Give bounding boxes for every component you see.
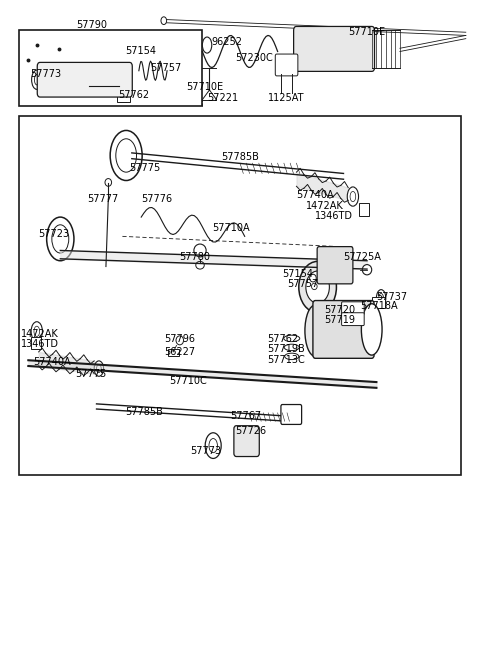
Bar — [19, 116, 461, 475]
Text: 57710C: 57710C — [169, 377, 207, 386]
Ellipse shape — [110, 130, 142, 181]
Text: 57710E: 57710E — [348, 28, 385, 37]
Ellipse shape — [209, 439, 217, 453]
Ellipse shape — [161, 17, 167, 24]
Bar — [19, 30, 203, 106]
Text: 57710E: 57710E — [186, 82, 223, 92]
Text: 1125AT: 1125AT — [268, 93, 305, 103]
Text: 57230C: 57230C — [235, 53, 273, 63]
Ellipse shape — [105, 179, 111, 186]
Ellipse shape — [45, 76, 49, 84]
Ellipse shape — [310, 274, 316, 282]
Text: 57719: 57719 — [324, 315, 356, 325]
Text: 1346TD: 1346TD — [21, 339, 59, 349]
Text: 57796: 57796 — [164, 334, 195, 344]
Ellipse shape — [31, 322, 42, 341]
FancyBboxPatch shape — [313, 301, 374, 358]
Ellipse shape — [35, 75, 39, 85]
Ellipse shape — [176, 336, 183, 345]
Ellipse shape — [43, 72, 51, 87]
Bar — [168, 348, 179, 356]
Text: 57775: 57775 — [130, 163, 161, 174]
Ellipse shape — [293, 417, 298, 424]
Text: 1472AK: 1472AK — [306, 200, 344, 210]
Text: 57740A: 57740A — [33, 357, 71, 367]
Ellipse shape — [284, 344, 299, 350]
Text: 57757: 57757 — [287, 279, 318, 289]
Text: 57723: 57723 — [38, 229, 69, 240]
FancyBboxPatch shape — [281, 405, 301, 424]
Ellipse shape — [52, 225, 69, 253]
Text: 57726: 57726 — [235, 426, 266, 436]
Ellipse shape — [194, 244, 206, 257]
Ellipse shape — [47, 217, 74, 261]
Text: 96252: 96252 — [212, 37, 243, 47]
Bar — [360, 203, 369, 215]
Ellipse shape — [281, 417, 286, 424]
Text: 57718A: 57718A — [360, 301, 397, 310]
Text: 57713C: 57713C — [267, 354, 305, 365]
Text: 57775: 57775 — [75, 369, 107, 379]
Ellipse shape — [350, 191, 356, 202]
FancyBboxPatch shape — [37, 62, 132, 97]
Text: 57773: 57773 — [31, 69, 62, 79]
Text: 57221: 57221 — [207, 93, 238, 103]
Ellipse shape — [285, 353, 299, 360]
Text: 57790: 57790 — [76, 20, 108, 29]
Ellipse shape — [347, 187, 359, 206]
Text: 57757: 57757 — [151, 62, 182, 73]
Text: 57767: 57767 — [230, 411, 262, 421]
Text: 56227: 56227 — [164, 347, 195, 357]
Ellipse shape — [361, 304, 382, 355]
Text: 57773: 57773 — [191, 446, 222, 456]
Bar — [117, 92, 130, 102]
Text: 57154: 57154 — [125, 47, 156, 56]
Text: 57710A: 57710A — [212, 223, 250, 233]
Text: 57762: 57762 — [267, 334, 298, 344]
Text: 57785B: 57785B — [125, 407, 163, 417]
Ellipse shape — [306, 271, 329, 303]
Text: 57737: 57737 — [376, 291, 408, 302]
Ellipse shape — [34, 326, 40, 337]
Bar — [372, 297, 385, 309]
FancyBboxPatch shape — [234, 426, 259, 457]
FancyBboxPatch shape — [294, 26, 374, 71]
Ellipse shape — [299, 261, 336, 312]
Text: 57780: 57780 — [179, 252, 210, 262]
Text: 57740A: 57740A — [297, 190, 334, 200]
Ellipse shape — [362, 265, 372, 275]
Ellipse shape — [203, 37, 212, 53]
FancyBboxPatch shape — [317, 247, 353, 284]
Text: 57785B: 57785B — [221, 152, 259, 162]
FancyBboxPatch shape — [342, 312, 364, 326]
Text: 57154: 57154 — [282, 269, 313, 279]
Text: 1346TD: 1346TD — [315, 211, 353, 221]
Text: 57777: 57777 — [87, 194, 119, 204]
Text: 57719B: 57719B — [267, 345, 305, 354]
Ellipse shape — [116, 139, 136, 172]
Ellipse shape — [96, 365, 101, 373]
Ellipse shape — [240, 432, 253, 450]
Text: 57762: 57762 — [118, 90, 149, 100]
Ellipse shape — [305, 305, 325, 356]
FancyBboxPatch shape — [275, 54, 298, 76]
Ellipse shape — [379, 293, 384, 303]
Ellipse shape — [284, 335, 300, 342]
Ellipse shape — [205, 433, 221, 458]
Text: 57725A: 57725A — [344, 252, 382, 262]
Text: 57720: 57720 — [324, 305, 356, 314]
Ellipse shape — [94, 361, 104, 376]
Ellipse shape — [118, 77, 129, 94]
Ellipse shape — [32, 70, 42, 89]
Ellipse shape — [196, 261, 204, 269]
Text: 57776: 57776 — [141, 194, 172, 204]
Bar — [31, 337, 41, 348]
Ellipse shape — [312, 283, 317, 290]
Ellipse shape — [376, 290, 386, 307]
FancyBboxPatch shape — [342, 302, 364, 314]
Text: 1472AK: 1472AK — [21, 329, 59, 339]
